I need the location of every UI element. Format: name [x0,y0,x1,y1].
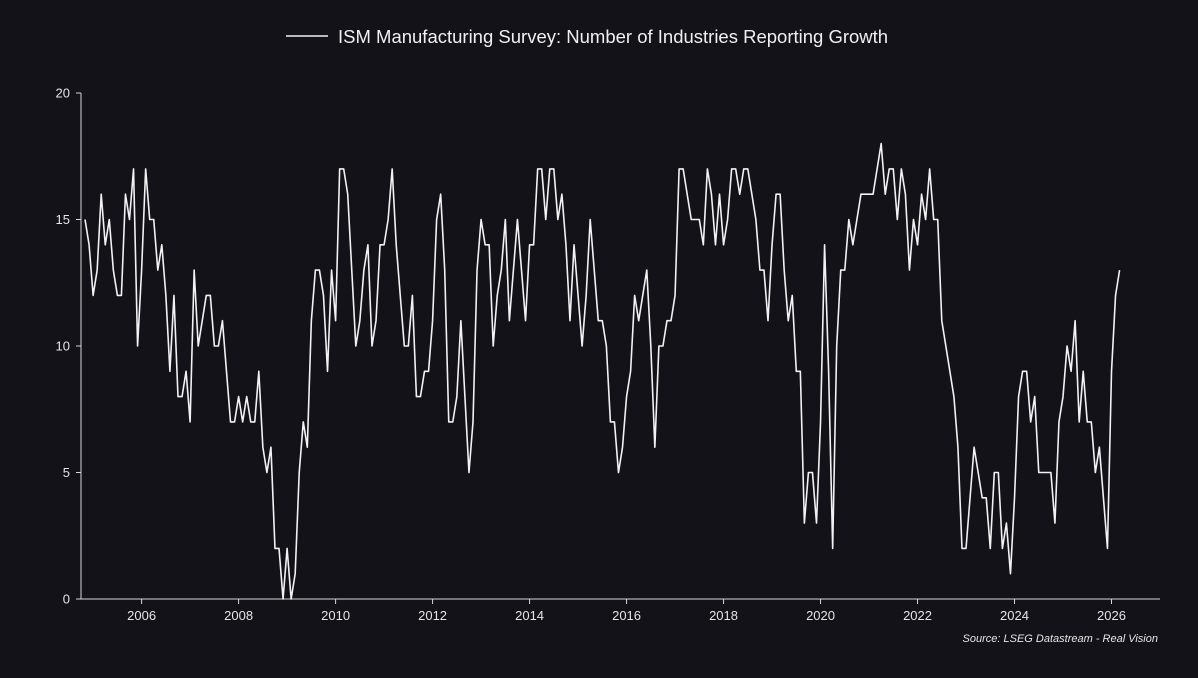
y-tick-label: 0 [63,592,70,607]
y-tick-label: 20 [56,86,70,101]
x-tick-label: 2018 [709,608,738,623]
x-tick-label: 2008 [224,608,253,623]
series-line [84,142,1121,600]
x-tick-label: 2026 [1097,608,1126,623]
x-tick-label: 2006 [127,608,156,623]
x-tick-label: 2024 [1000,608,1029,623]
y-tick-label: 15 [56,212,70,227]
legend: ISM Manufacturing Survey: Number of Indu… [286,26,888,47]
x-tick-label: 2016 [612,608,641,623]
y-tick-label: 10 [56,339,70,354]
legend-label: ISM Manufacturing Survey: Number of Indu… [338,26,888,47]
x-tick-label: 2010 [321,608,350,623]
x-tick-label: 2022 [903,608,932,623]
series-group [84,142,1121,600]
x-tick-label: 2014 [515,608,544,623]
x-axis-ticks: 2006 2008 2010 2012 2014 2016 2018 2020 2022 2024… [127,599,1126,623]
source-note: Source: LSEG Datastream - Real Vision [963,633,1158,645]
x-tick-label: 2012 [418,608,447,623]
y-tick-label: 5 [63,465,70,480]
y-axis-ticks: 0 5 10 15 20 [56,86,81,607]
x-tick-label: 2020 [806,608,835,623]
